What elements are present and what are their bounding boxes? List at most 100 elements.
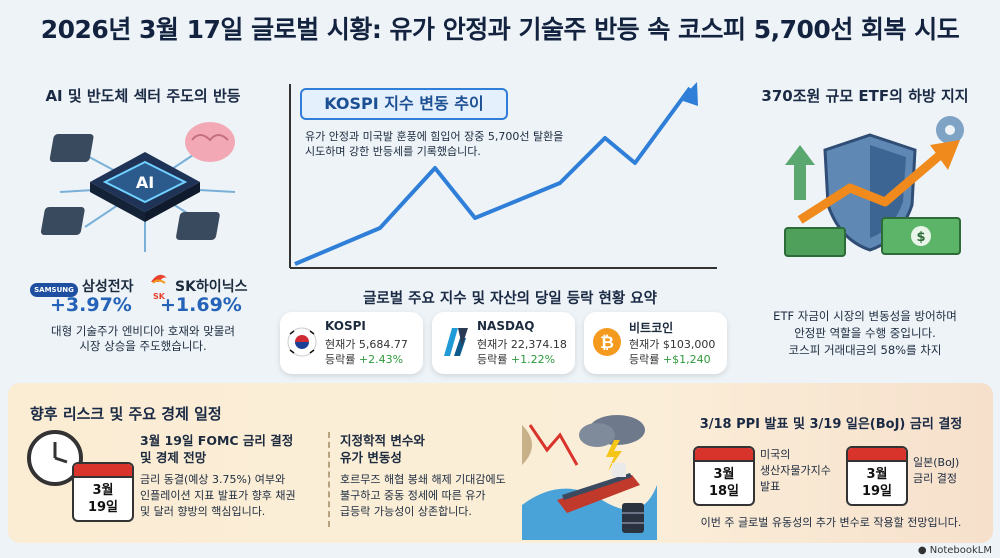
oil-barrel-icon bbox=[622, 503, 644, 533]
chart-description: 유가 안정과 미국발 훈풍에 힘입어 장중 5,700선 탈환을 시도하며 강한… bbox=[305, 129, 605, 159]
fomc-title: 3월 19일 FOMC 금리 결정 및 경제 전망 bbox=[140, 432, 293, 466]
calendar-month: 3월 bbox=[92, 483, 114, 498]
notebooklm-watermark: ● NotebookLM bbox=[917, 545, 992, 556]
right-note-line2: 안정판 역할을 수행 중입니다. bbox=[794, 326, 936, 340]
fomc-desc-line3: 및 달러 향방의 핵심입니다. bbox=[140, 505, 266, 518]
asset-card-kospi: KOSPI 현재가 5,684.77 등락률 +2.43% bbox=[280, 312, 423, 374]
chip-label: AI bbox=[136, 173, 154, 192]
price-label: 현재가 bbox=[325, 338, 356, 351]
fomc-desc-line2: 인플레이션 지표 발표가 향후 채권 bbox=[140, 489, 296, 502]
fomc-description: 금리 동결(예상 3.75%) 여부와 인플레이션 지표 발표가 향후 채권 및… bbox=[140, 472, 296, 520]
page-title: 2026년 3월 17일 글로벌 시황: 유가 안정과 기술주 반등 속 코스피… bbox=[40, 15, 960, 44]
ppi-line1: 미국의 bbox=[760, 448, 791, 461]
fomc-calendar-icon: 3월 19일 bbox=[72, 462, 134, 522]
samsung-change: +3.97% bbox=[50, 294, 132, 316]
price-label: 현재가 bbox=[629, 338, 660, 351]
ppi-description: 미국의 생산자물가지수 발표 bbox=[760, 447, 831, 495]
right-note: ETF 자금이 시장의 변동성을 방어하며 안정판 역할을 수행 중입니다. 코… bbox=[740, 308, 990, 359]
tanker-ship-icon bbox=[557, 463, 640, 513]
geo-desc-line2: 불구하고 중동 정세에 따른 유가 bbox=[340, 489, 486, 502]
asset-name: NASDAQ bbox=[477, 319, 535, 333]
ppi-line3: 발표 bbox=[760, 480, 781, 493]
left-heading: AI 및 반도체 섹터 주도의 반등 bbox=[45, 87, 241, 105]
falling-line-icon bbox=[528, 424, 579, 466]
change-label: 등락률 bbox=[325, 353, 356, 366]
bottom-heading: 향후 리스크 및 주요 경제 일정 bbox=[30, 405, 222, 423]
boj-line1: 일본(BoJ) bbox=[913, 456, 960, 469]
calendar-day: 19일 bbox=[87, 500, 119, 515]
geo-desc-line3: 급등락 가능성이 상존합니다. bbox=[340, 505, 472, 518]
boj-description: 일본(BoJ) 금리 결정 bbox=[913, 455, 959, 487]
up-arrow-icon bbox=[785, 145, 815, 200]
fomc-title-line1: 3월 19일 FOMC 금리 결정 bbox=[140, 433, 294, 448]
left-note-line2: 시장 상승을 주도했습니다. bbox=[79, 339, 207, 353]
asset-change: +$1,240 bbox=[662, 353, 711, 366]
geo-title-line2: 유가 변동성 bbox=[340, 450, 402, 465]
fomc-desc-line1: 금리 동결(예상 3.75%) 여부와 bbox=[140, 473, 286, 486]
chart-desc-line1: 유가 안정과 미국발 훈풍에 힘입어 장중 5,700선 탈환을 bbox=[305, 130, 564, 143]
geo-desc-line1: 호르무즈 해협 봉쇄 해제 기대감에도 bbox=[340, 473, 506, 486]
schedule-note: 이번 주 글로벌 유동성의 추가 변수로 작용할 전망입니다. bbox=[700, 516, 962, 529]
sk-change: +1.69% bbox=[160, 294, 242, 316]
divider bbox=[328, 432, 330, 527]
kospi-trend-chart bbox=[289, 82, 717, 269]
schedule-heading: 3/18 PPI 발표 및 3/19 일은(BoJ) 금리 결정 bbox=[699, 417, 963, 432]
asset-price: $103,000 bbox=[662, 338, 716, 351]
bitcoin-icon: ₿ bbox=[593, 328, 621, 356]
svg-text:₿: ₿ bbox=[600, 333, 614, 353]
asset-change: +1.22% bbox=[510, 353, 556, 366]
calendar-day: 19일 bbox=[861, 484, 893, 499]
ai-chip-illustration: AI bbox=[40, 122, 236, 252]
ppi-calendar-icon: 3월 18일 bbox=[693, 446, 755, 506]
korea-flag-icon bbox=[287, 327, 317, 357]
calendar-month: 3월 bbox=[866, 467, 888, 482]
calendar-day: 18일 bbox=[708, 484, 740, 499]
storm-cloud-icon bbox=[579, 415, 645, 471]
change-label: 등락률 bbox=[477, 353, 508, 366]
nasdaq-logo-icon bbox=[444, 328, 468, 356]
gear-icon bbox=[936, 116, 964, 144]
right-note-line3: 코스피 거래대금의 58%를 차지 bbox=[788, 343, 942, 357]
boj-line2: 금리 결정 bbox=[913, 472, 957, 485]
left-note: 대형 기술주가 엔비디아 호재와 맞물려 시장 상승을 주도했습니다. bbox=[18, 324, 268, 354]
rising-trend-arrow-icon bbox=[797, 140, 960, 224]
asset-name: KOSPI bbox=[325, 319, 366, 333]
asset-price: 22,374.18 bbox=[510, 338, 567, 351]
change-label: 등락률 bbox=[629, 353, 660, 366]
svg-text:$: $ bbox=[916, 230, 925, 245]
asset-price: 5,684.77 bbox=[358, 338, 408, 351]
summary-heading: 글로벌 주요 지수 및 자산의 당일 등락 현황 요약 bbox=[363, 291, 657, 307]
samsung-name: 삼성전자 bbox=[82, 279, 134, 295]
asset-card-nasdaq: NASDAQ 현재가 22,374.18 등락률 +1.22% bbox=[432, 312, 575, 374]
small-chip-icon bbox=[40, 134, 220, 240]
trend-arrow-head bbox=[680, 82, 698, 106]
asset-change: +2.43% bbox=[358, 353, 404, 366]
geo-title-line1: 지정학적 변수와 bbox=[340, 433, 425, 448]
geo-description: 호르무즈 해협 봉쇄 해제 기대감에도 불구하고 중동 정세에 따른 유가 급등… bbox=[340, 472, 506, 520]
asset-name: 비트코인 bbox=[629, 321, 674, 335]
price-label: 현재가 bbox=[477, 338, 508, 351]
chart-heading: KOSPI 지수 변동 추이 bbox=[300, 88, 508, 120]
clock-icon bbox=[27, 430, 83, 486]
sk-logo: SK bbox=[148, 272, 170, 301]
etf-shield-illustration: $ bbox=[784, 116, 964, 257]
samsung-logo: SAMSUNG bbox=[30, 283, 78, 297]
ppi-line2: 생산자물가지수 bbox=[760, 464, 831, 477]
right-heading: 370조원 규모 ETF의 하방 지지 bbox=[761, 87, 969, 105]
calendar-month: 3월 bbox=[713, 467, 735, 482]
sk-name: SK하이닉스 bbox=[175, 279, 248, 295]
left-note-line1: 대형 기술주가 엔비디아 호재와 맞물려 bbox=[51, 324, 235, 338]
asset-card-bitcoin: ₿ 비트코인 현재가 $103,000 등락률 +$1,240 bbox=[584, 312, 727, 374]
boj-calendar-icon: 3월 19일 bbox=[846, 446, 908, 506]
right-note-line1: ETF 자금이 시장의 변동성을 방어하며 bbox=[773, 309, 957, 323]
chart-desc-line2: 시도하며 강한 반등세를 기록했습니다. bbox=[305, 145, 481, 158]
geo-title: 지정학적 변수와 유가 변동성 bbox=[340, 432, 425, 466]
bottom-panel bbox=[8, 383, 993, 543]
kospi-trend-line bbox=[294, 86, 692, 266]
sk-logo-text: SK bbox=[153, 292, 165, 301]
fomc-title-line2: 및 경제 전망 bbox=[140, 450, 207, 465]
oil-tanker-illustration bbox=[522, 415, 657, 540]
footer-text: NotebookLM bbox=[929, 545, 992, 556]
brain-icon bbox=[185, 122, 235, 162]
money-bills-icon: $ bbox=[784, 217, 961, 257]
